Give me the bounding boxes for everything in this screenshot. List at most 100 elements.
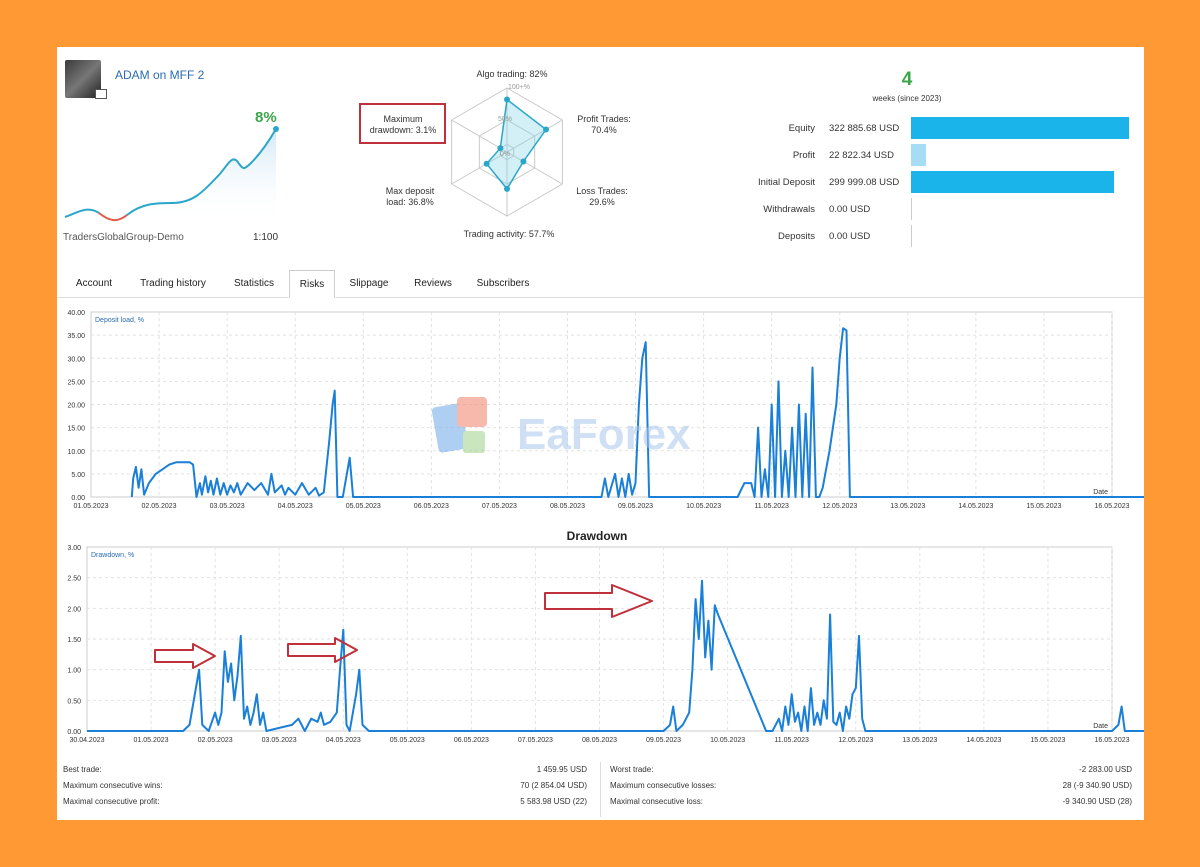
tab-account[interactable]: Account [75,278,113,289]
y-tick-label: 5.00 [71,472,85,479]
growth-area [65,129,276,225]
x-tick-label: 04.05.2023 [326,737,361,744]
account-name-link[interactable]: ADAM on MFF 2 [115,68,205,82]
y-tick-label: 15.00 [67,426,85,433]
summary-value: 322 885.68 USD [829,123,900,134]
x-tick-label: 09.05.2023 [646,737,681,744]
y-tick-label: 1.50 [67,637,81,644]
x-tick-label: 11.05.2023 [774,737,809,744]
stat-label: Worst trade: [610,765,654,774]
x-tick-label: 15.05.2023 [1026,503,1061,510]
growth-value: 8% [255,109,277,126]
x-tick-label: 05.05.2023 [346,503,381,510]
x-tick-label: 02.05.2023 [198,737,233,744]
stat-value: 28 (-9 340.90 USD) [1062,781,1132,790]
summary-value: 22 822.34 USD [829,150,894,161]
radar-polygon [485,98,548,191]
radar-label-profit-value: 70.4% [591,125,617,135]
y-tick-label: 30.00 [67,356,85,363]
y-tick-label: 25.00 [67,379,85,386]
summary-bar [911,117,1129,139]
x-tick-label: 12.05.2023 [838,737,873,744]
x-tick-label: 13.05.2023 [902,737,937,744]
eaforex-watermark: EaForex [431,397,691,459]
drawdown-title: Drawdown [566,529,628,543]
x-tick-label: 13.05.2023 [890,503,925,510]
growth-line [126,128,277,216]
flag-icon [95,89,107,99]
stats-divider [600,762,601,817]
eaforex-logo-icon [431,397,487,453]
summary-label-deposits: Deposits [778,231,815,242]
stat-value: 5 583.98 USD (22) [520,797,587,806]
x-tick-label: 01.05.2023 [73,503,108,510]
radar-point [504,96,510,103]
x-tick-label: 10.05.2023 [686,503,721,510]
x-tick-label: 10.05.2023 [710,737,745,744]
stat-value: 1 459.95 USD [536,765,587,774]
x-axis-label: Date [1093,723,1108,730]
radar-label-profit-title: Profit Trades: [577,114,631,124]
tab-bar: Account Trading history Statistics Risks… [57,270,1144,298]
y-tick-label: 0.00 [67,729,81,736]
stat-label: Best trade: [63,765,102,774]
drawdown-chart: 0.00 0.50 1.00 1.50 2.00 2.50 3.00 30.04.2023 01… [67,545,1144,744]
radar-scale-50: 50% [498,116,512,123]
x-tick-label: 04.05.2023 [278,503,313,510]
x-tick-label: 16.05.2023 [1094,503,1129,510]
y-tick-label: 40.00 [67,310,85,317]
radar-label-drawdown-value: drawdown: 3.1% [369,125,437,135]
stat-label: Maximal consecutive profit: [63,797,160,806]
stat-value: -9 340.90 USD (28) [1062,797,1132,806]
x-tick-label: 02.05.2023 [142,503,177,510]
radar-label-algo: Algo trading: 82% [476,69,548,79]
summary-bar [911,225,912,247]
leverage-value: 1:100 [253,232,279,243]
radar-point [483,160,490,167]
summary-label-withdrawals: Withdrawals [763,204,815,215]
radar-point [497,145,504,152]
y-tick-label: 0.00 [71,495,85,502]
tab-statistics[interactable]: Statistics [233,278,274,289]
radar-grid-spoke [451,151,508,185]
growth-endpoint [273,126,279,132]
series-label: Drawdown, % [91,552,134,559]
account-card: ADAM on MFF 2 8% TradersGlobalGroup-Demo… [57,47,1144,820]
summary-value: 0.00 USD [829,204,871,215]
summary-label-equity: Equity [788,123,815,134]
tab-subscribers[interactable]: Subscribers [476,278,530,289]
x-tick-label: 07.05.2023 [482,503,517,510]
radar-scale-0: 0% [500,151,510,158]
radar-label-deposit-title: Max deposit [385,186,435,196]
y-tick-label: 35.00 [67,333,85,340]
growth-line-start [64,208,100,218]
x-tick-label: 06.05.2023 [414,503,449,510]
series-label: Deposit load, % [95,317,144,324]
tab-slippage[interactable]: Slippage [349,278,389,289]
deposit-load-chart: 0.00 5.00 10.00 15.00 20.00 25.00 30.00 35.00 40… [67,310,1144,510]
tab-reviews[interactable]: Reviews [414,278,452,289]
stat-label: Maximum consecutive wins: [63,781,163,790]
y-tick-label: 0.50 [67,698,81,705]
x-tick-label: 14.05.2023 [958,503,993,510]
server-name: TradersGlobalGroup-Demo [63,232,184,243]
summary-bar [911,144,926,166]
stat-label: Maximal consecutive loss: [610,797,703,806]
series-line [130,327,1144,498]
summary-value: 0.00 USD [829,231,871,242]
x-tick-label: 14.05.2023 [966,737,1001,744]
tab-risks[interactable]: Risks [289,270,335,298]
radar-label-loss-value: 29.6% [589,197,615,207]
summary-bar [911,198,912,220]
tab-trading-history[interactable]: Trading history [140,278,206,289]
weeks-label: weeks (since 2023) [872,94,942,103]
y-tick-label: 20.00 [67,403,85,410]
y-tick-label: 1.00 [67,668,81,675]
weeks-count: 4 [901,69,913,90]
summary-label-profit: Profit [792,150,815,161]
x-tick-label: 05.05.2023 [390,737,425,744]
y-tick-label: 2.00 [67,606,81,613]
x-axis-label: Date [1093,489,1108,496]
x-tick-label: 12.05.2023 [822,503,857,510]
stat-value: 70 (2 854.04 USD) [520,781,587,790]
